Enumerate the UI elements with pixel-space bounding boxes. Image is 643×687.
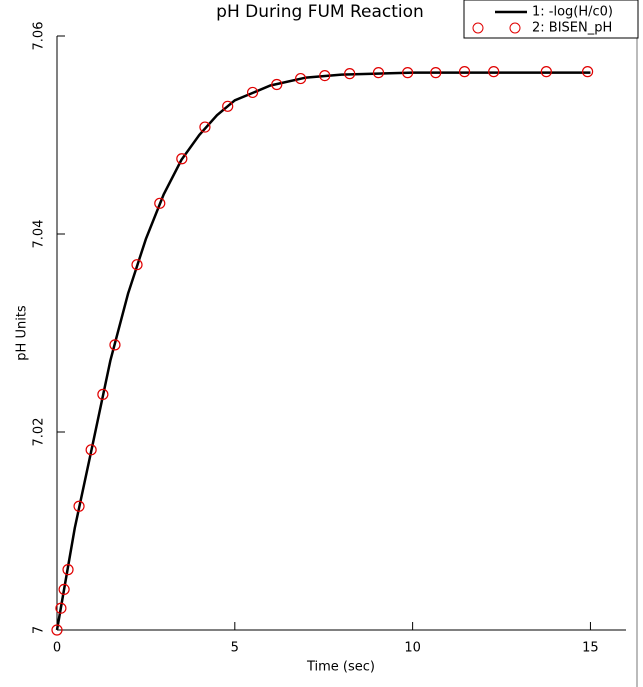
data-point (372, 67, 385, 79)
x-tick-label: 5 (231, 641, 239, 656)
data-point (402, 67, 414, 79)
x-tick-label: 0 (53, 641, 61, 656)
data-line (55, 71, 591, 631)
data-point (109, 339, 121, 351)
data-point (271, 78, 283, 91)
legend-label: 1: -log(H/c0) (532, 5, 613, 20)
data-point (295, 72, 307, 85)
data-point (488, 66, 500, 78)
x-tick-label: 10 (404, 641, 421, 656)
chart-title: pH During FUM Reaction (216, 2, 424, 22)
data-point (430, 67, 442, 79)
data-point (58, 583, 70, 596)
y-axis-label: pH Units (15, 305, 30, 361)
legend-swatch (509, 22, 521, 34)
data-point (97, 388, 109, 400)
data-point (199, 121, 211, 133)
data-point (55, 602, 67, 614)
legend (463, 0, 639, 39)
data-point (62, 564, 74, 576)
legend-swatch (472, 22, 484, 34)
data-point (246, 86, 259, 99)
data-point (319, 69, 331, 82)
data-point (458, 66, 471, 78)
y-tick-label: 7.06 (32, 22, 47, 51)
y-tick-label: 7 (32, 626, 47, 634)
data-point (222, 100, 234, 112)
x-axis-label: Time (sec) (306, 660, 375, 675)
y-tick-label: 7.02 (32, 418, 47, 447)
x-tick-label: 15 (582, 641, 599, 656)
data-point (176, 153, 188, 165)
data-point (131, 259, 143, 271)
data-point (51, 624, 63, 636)
data-point (154, 197, 166, 209)
data-point (73, 500, 85, 512)
data-point (540, 66, 552, 78)
y-tick-label: 7.04 (32, 220, 47, 249)
data-point (85, 444, 97, 456)
data-point (344, 68, 356, 80)
data-point (581, 66, 594, 78)
legend-label: 2: BISEN_pH (532, 21, 612, 36)
